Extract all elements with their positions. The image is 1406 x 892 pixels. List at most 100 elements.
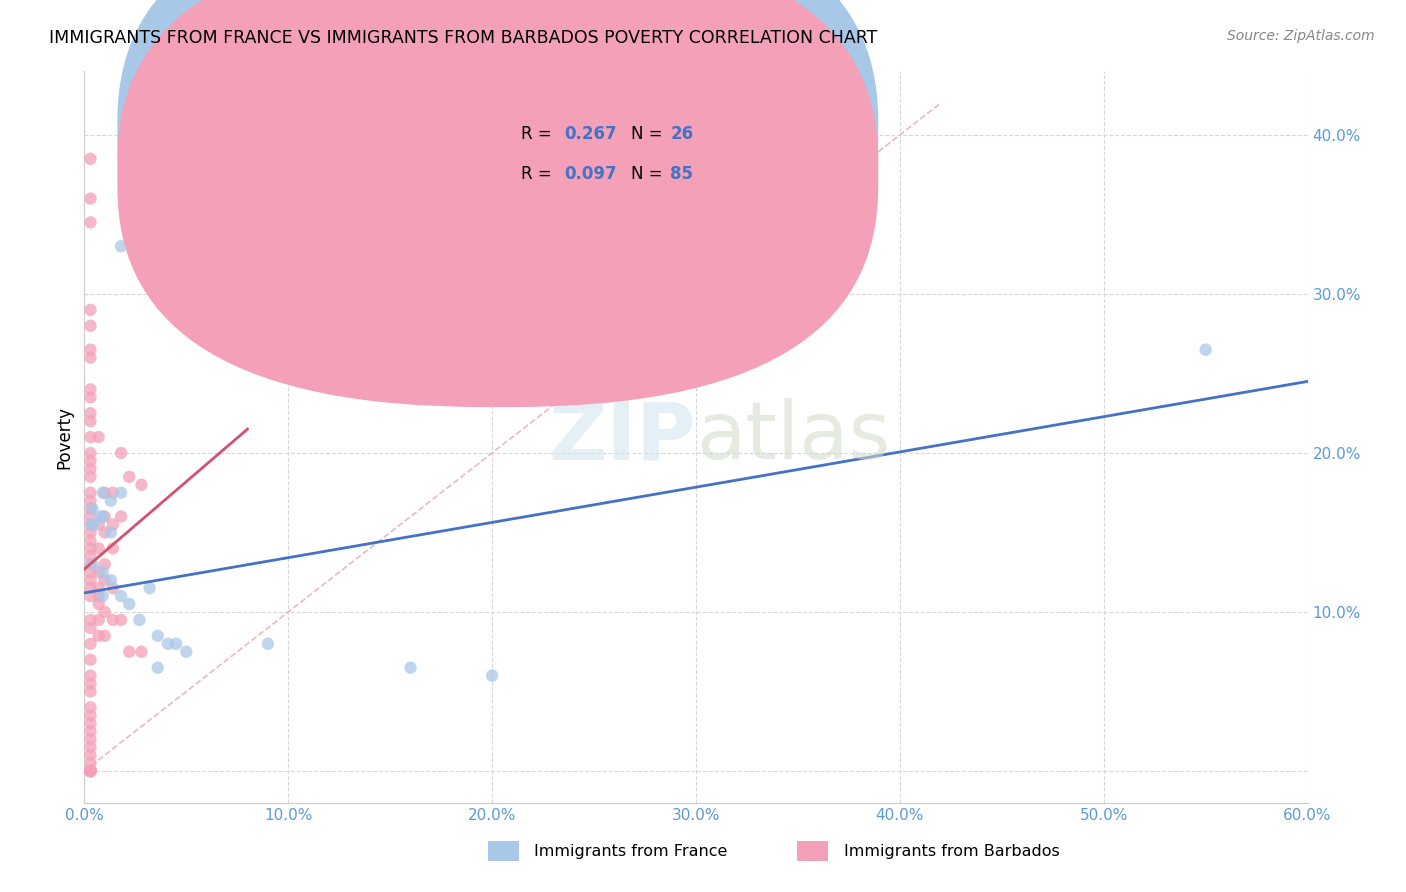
Point [90,509,112,524]
FancyBboxPatch shape [117,0,879,367]
Point [100,573,122,587]
Text: 0.267: 0.267 [564,125,616,143]
Point [79,351,101,365]
Point [79,430,101,444]
Point [87,541,110,556]
Point [79,732,101,747]
Point [93,605,115,619]
Point [131,477,153,491]
Text: N =: N = [631,125,668,143]
Text: 26: 26 [671,125,693,143]
Point [101,581,124,595]
Point [79,533,101,548]
Text: 85: 85 [671,165,693,183]
Text: ZIP: ZIP [548,398,696,476]
Text: R =: R = [522,165,557,183]
Point [1195,343,1218,357]
Point [79,446,101,460]
Point [128,613,150,627]
Point [79,318,101,333]
Point [79,302,101,317]
Text: 0.097: 0.097 [564,165,616,183]
FancyBboxPatch shape [797,841,828,861]
Point [93,573,115,587]
Point [79,454,101,468]
Point [79,525,101,540]
Point [87,589,110,603]
Point [110,509,132,524]
Point [100,493,122,508]
Point [87,581,110,595]
Y-axis label: Poverty: Poverty [55,406,73,468]
Point [79,485,101,500]
Point [110,589,132,603]
Point [79,558,101,572]
Point [79,668,101,682]
Point [146,629,169,643]
Point [118,470,141,484]
Point [82,558,104,572]
Point [138,581,160,595]
Point [79,462,101,476]
Point [79,676,101,690]
Point [79,684,101,698]
Point [101,541,124,556]
Point [79,756,101,770]
Point [79,637,101,651]
Text: IMMIGRANTS FROM FRANCE VS IMMIGRANTS FROM BARBADOS POVERTY CORRELATION CHART: IMMIGRANTS FROM FRANCE VS IMMIGRANTS FRO… [49,29,877,46]
Point [79,589,101,603]
Point [93,525,115,540]
Point [93,485,115,500]
Point [165,637,187,651]
Point [79,653,101,667]
Point [79,764,101,778]
Point [87,629,110,643]
Point [79,152,101,166]
Point [82,517,104,532]
Point [110,613,132,627]
Point [79,764,101,778]
Text: Immigrants from France: Immigrants from France [534,845,728,859]
Point [79,573,101,587]
Point [79,390,101,404]
Point [82,501,104,516]
Point [101,517,124,532]
Point [79,748,101,763]
Point [146,660,169,674]
Point [79,764,101,778]
Point [79,764,101,778]
Point [87,566,110,580]
Point [91,589,114,603]
FancyBboxPatch shape [464,104,738,203]
Point [87,597,110,611]
Point [79,501,101,516]
Point [79,700,101,714]
Point [87,613,110,627]
Point [79,414,101,428]
Point [79,581,101,595]
Point [79,724,101,739]
Point [79,470,101,484]
Point [101,613,124,627]
Point [79,493,101,508]
Point [87,517,110,532]
Point [481,668,503,682]
Point [79,708,101,723]
Point [79,764,101,778]
Point [101,485,124,500]
Point [87,430,110,444]
Point [79,764,101,778]
Point [110,239,132,253]
Point [82,517,104,532]
Point [79,549,101,564]
Point [91,566,114,580]
Point [100,525,122,540]
Point [79,215,101,229]
Point [79,764,101,778]
Point [79,764,101,778]
Point [79,764,101,778]
Text: atlas: atlas [696,398,890,476]
Point [79,740,101,755]
Point [79,517,101,532]
FancyBboxPatch shape [117,0,879,407]
